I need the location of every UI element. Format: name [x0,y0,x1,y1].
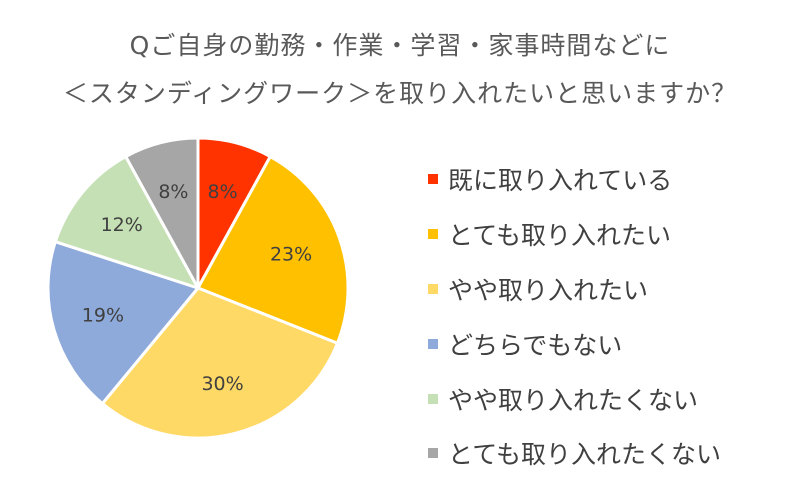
pie-slice-2 [196,155,350,345]
legend-item-4: どちらでもない [428,316,721,371]
slice-value-label-4: 19% [82,305,124,327]
legend-item-5: やや取り入れたくない [428,371,721,426]
pie-slice-6 [124,136,200,290]
slice-value-label-3: 30% [201,373,243,395]
legend-item-6: とても取り入れたくない [428,426,721,481]
legend-label-5: やや取り入れたくない [448,385,699,415]
legend-label-6: とても取り入れたくない [448,440,722,470]
legend-swatch-6 [428,448,438,459]
legend-swatch-3 [428,283,438,294]
legend-swatch-2 [428,229,438,240]
pie-slice-3 [100,286,339,440]
chart-title-line-2: ＜スタンディングワーク＞を取り入れたいと思いますか？ [62,79,738,108]
legend-item-3: やや取り入れたい [428,262,721,317]
legend-label-3: やや取り入れたい [448,275,649,305]
legend-swatch-5 [428,393,438,404]
legend-swatch-1 [428,174,438,185]
legend-label-1: 既に取り入れている [448,166,673,196]
legend-item-2: とても取り入れたい [428,207,721,262]
legend-item-1: 既に取り入れている [428,152,721,207]
slice-value-label-5: 12% [101,214,143,236]
legend-label-4: どちらでもない [448,330,623,360]
chart-title-line-1: Qご自身の勤務・作業・学習・家事時間などに [129,31,671,60]
slice-value-label-6: 8% [158,181,188,203]
slice-value-label-1: 8% [208,181,238,203]
chart-legend: 既に取り入れている とても取り入れたい やや取り入れたい どちらでもないやや取り入れた… [428,152,721,481]
slice-value-label-2: 23% [270,244,312,266]
legend-swatch-4 [428,338,438,349]
pie-slice-4 [46,240,200,406]
legend-label-2: とても取り入れたい [448,221,672,251]
pie-slice-5 [53,155,200,290]
